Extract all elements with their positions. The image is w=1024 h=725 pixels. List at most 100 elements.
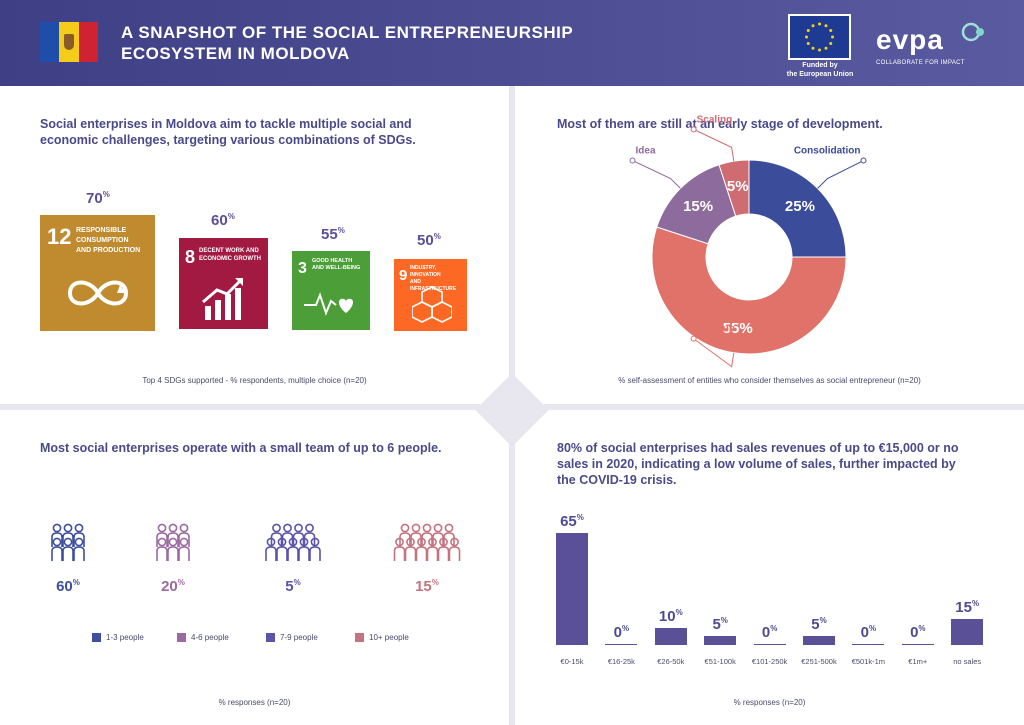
sdg-panel: Social enterprises in Moldova aim to tac…	[0, 86, 509, 404]
stage-note: % self-assessment of entities who consid…	[618, 376, 921, 385]
legend-1-3: 1-3 people	[92, 633, 144, 642]
sales-bar-category: €0-15k	[560, 657, 584, 666]
sales-bar-category: €1m+	[908, 657, 928, 666]
stage-donut-chart: 25% Consolidation 55%Start-up 15% Idea 5% Scal…	[629, 114, 867, 368]
sales-bar-value: 0%	[910, 623, 926, 641]
person-icon	[51, 523, 63, 547]
eu-funding-caption: Funded by the European Union	[786, 62, 854, 78]
sales-bar	[852, 643, 885, 645]
sales-bar	[704, 636, 737, 645]
person-icon	[421, 523, 433, 547]
sdg-12-percentage: 70%	[86, 190, 110, 207]
sales-bar-value: 5%	[712, 616, 728, 634]
person-icon	[303, 523, 316, 547]
sales-bar-category: €251-500k	[801, 657, 837, 666]
person-icon	[443, 523, 455, 547]
person-icon	[393, 537, 406, 561]
moldova-flag-icon	[40, 22, 98, 62]
person-icon	[51, 537, 63, 561]
sdg-9-tile: 9 Industry, innovation and infrastructure	[394, 259, 467, 331]
donut-slice-start-up	[651, 226, 847, 355]
person-icon	[298, 537, 310, 561]
person-icon	[281, 523, 294, 547]
sales-bar	[803, 636, 835, 645]
person-icon	[62, 537, 74, 561]
team-note: % responses (n=20)	[218, 698, 291, 707]
people-icons	[51, 523, 461, 561]
evpa-ring-icon	[961, 22, 984, 42]
donut-label-idea: Idea	[636, 146, 656, 157]
sales-heading: 80% of social enterprises had sales reve…	[557, 441, 959, 487]
sdg-12-tile: 12 Responsible consumption and production	[40, 215, 155, 331]
sales-panel: 80% of social enterprises had sales reve…	[515, 410, 1024, 725]
sdg-3-percentage: 55%	[321, 226, 345, 243]
person-icon	[167, 537, 179, 561]
growth-chart-icon	[202, 278, 243, 320]
sales-bar-value: 0%	[613, 623, 630, 641]
person-icon	[292, 523, 305, 547]
person-icon	[437, 537, 450, 561]
sdg-3-tile: 3 Good health and well-being	[292, 251, 370, 330]
donut-value-consolidation: 25%	[785, 198, 815, 215]
sales-bar-value: 65%	[560, 513, 584, 530]
sales-bar	[901, 643, 934, 645]
sales-bar-value: 5%	[811, 616, 827, 634]
legend-4-6: 4-6 people	[177, 633, 229, 642]
sales-bar-value: 10%	[658, 607, 683, 625]
team-panel: Most social enterprises operate with a s…	[0, 410, 509, 725]
sales-bar-category: €51-100k	[704, 657, 736, 666]
person-icon	[265, 537, 277, 561]
cubes-icon	[412, 286, 452, 323]
team-pct-10-plus: 15%	[415, 578, 439, 595]
donut-leader-scaling	[693, 128, 735, 162]
person-icon	[404, 537, 417, 561]
page-title: A SNAPSHOT OF THE SOCIAL ENTREPRENEURSHI…	[121, 23, 574, 63]
donut-label-consolidation: Consolidation	[794, 146, 861, 157]
person-icon	[73, 523, 85, 547]
person-icon	[287, 537, 299, 561]
sales-bar	[654, 627, 687, 645]
person-icon	[448, 537, 461, 561]
sdg-8-tile: 8 Decent work and economic growth	[179, 238, 268, 329]
sales-bar-value: 0%	[860, 623, 877, 641]
sdg-heading: Social enterprises in Moldova aim to tac…	[40, 117, 416, 147]
donut-leader-idea	[632, 160, 681, 189]
legend-10-plus: 10+ people	[355, 633, 409, 642]
person-icon	[73, 537, 85, 561]
sales-bar-category: €101-250k	[751, 657, 788, 666]
donut-slice-consolidation	[748, 159, 847, 258]
donut-leader-start-up	[693, 338, 735, 368]
person-icon	[432, 523, 444, 547]
sales-bar	[753, 643, 786, 645]
sales-bar-category: €501k-1m	[851, 657, 886, 666]
team-pct-7-9: 5%	[285, 578, 301, 595]
person-icon	[178, 537, 190, 561]
donut-leader-dot-idea	[629, 157, 636, 164]
evpa-logo: evpa	[876, 24, 944, 55]
donut-value-idea: 15%	[683, 198, 713, 215]
stage-heading: Most of them are still at an early stage…	[557, 117, 883, 131]
sales-bar-value: 15%	[955, 599, 980, 617]
sales-bar-category: €16-25k	[607, 657, 635, 666]
donut-slice-scaling	[718, 159, 750, 217]
person-icon	[156, 537, 168, 561]
sales-bar-chart: 65% €0-15k 0% €16-25k 10% €26-50k 5% €51-100k 0%…	[515, 410, 1024, 725]
sdg-note: Top 4 SDGs supported - % respondents, mu…	[142, 376, 367, 385]
donut-value-scaling: 5%	[727, 178, 749, 195]
person-icon	[309, 537, 321, 561]
person-icon	[276, 537, 288, 561]
sales-bar	[951, 619, 984, 645]
sales-bar-category: €26-50k	[657, 657, 685, 666]
donut-value-start-up: 55%	[723, 320, 753, 337]
person-icon	[167, 523, 179, 547]
donut-leader-consolidation	[817, 160, 864, 189]
legend-7-9: 7-9 people	[266, 633, 318, 642]
team-pct-4-6: 20%	[161, 578, 185, 595]
person-icon	[399, 523, 411, 547]
sales-bar-value: 0%	[761, 623, 778, 641]
sales-bar-category: no sales	[953, 657, 982, 666]
team-heading: Most social enterprises operate with a s…	[40, 441, 442, 455]
person-icon	[178, 523, 190, 547]
donut-leader-dot-scaling	[690, 126, 697, 133]
person-icon	[270, 523, 283, 547]
